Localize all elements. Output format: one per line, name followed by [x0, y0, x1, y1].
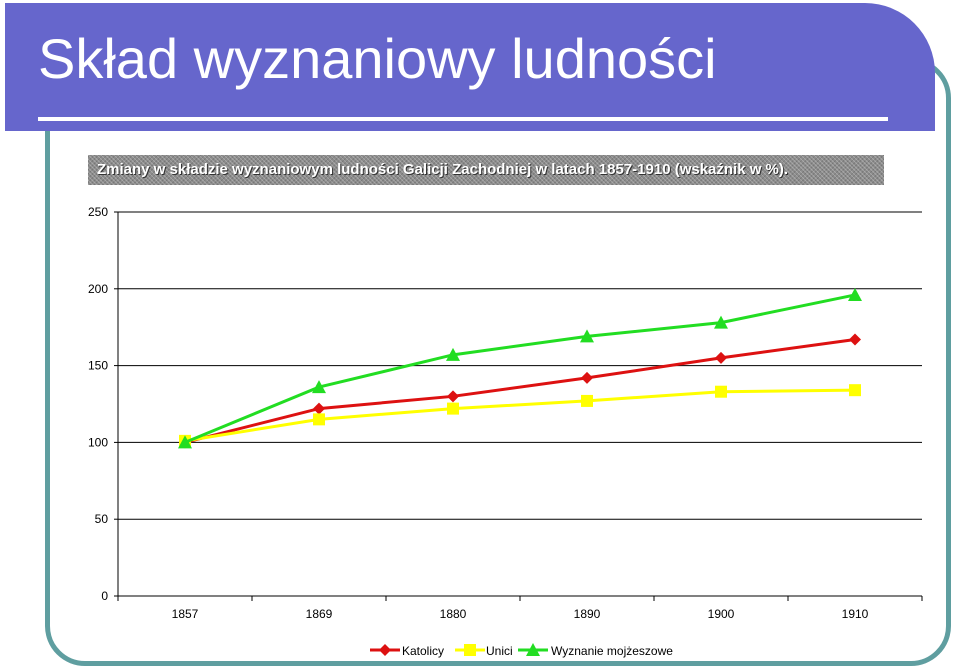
- legend-item: Unici: [455, 644, 513, 658]
- x-tick-label: 1857: [172, 607, 199, 621]
- x-tick-label: 1890: [574, 607, 601, 621]
- y-tick-label: 200: [88, 282, 108, 296]
- y-tick-label: 0: [101, 589, 108, 603]
- chart-subtitle: Zmiany w składzie wyznaniowym ludności G…: [97, 161, 789, 178]
- series-square: [179, 384, 861, 447]
- legend: Katolicy Unici Wyznanie mojżeszowe: [370, 643, 673, 658]
- data-point: [447, 390, 459, 403]
- x-tick-label: 1880: [440, 607, 467, 621]
- legend-swatch-marker: [379, 644, 391, 656]
- grid-layer: [118, 211, 922, 520]
- data-point: [312, 380, 326, 394]
- legend-label: Unici: [486, 644, 513, 658]
- data-point: [446, 347, 460, 361]
- data-point: [580, 329, 594, 343]
- data-point: [581, 394, 593, 407]
- legend-swatch-marker: [464, 644, 476, 656]
- y-tick-label: 250: [88, 205, 108, 219]
- data-point: [849, 333, 861, 346]
- data-point: [848, 287, 862, 301]
- data-point: [581, 371, 593, 384]
- series-line: [184, 293, 856, 444]
- y-tick-label: 150: [88, 359, 108, 373]
- data-point: [447, 402, 459, 415]
- legend-item: Katolicy: [370, 644, 444, 658]
- axis-layer: 0 50 100 150 200 250 1857 1869 1880 1890 1900 1910: [88, 205, 923, 621]
- data-point: [313, 402, 325, 415]
- y-tick-label: 50: [95, 512, 109, 526]
- x-tick-label: 1869: [306, 607, 333, 621]
- title-bar: [5, 3, 935, 131]
- series-line: [184, 338, 856, 444]
- data-point: [849, 384, 861, 397]
- series-layer: [178, 287, 862, 449]
- data-point: [715, 351, 727, 364]
- series-line: [184, 388, 856, 443]
- legend-label: Katolicy: [402, 644, 444, 658]
- slide-title: Skład wyznaniowy ludności: [38, 27, 717, 90]
- data-point: [714, 315, 728, 329]
- legend-swatch-marker: [526, 643, 540, 656]
- x-tick-label: 1910: [842, 607, 869, 621]
- x-tick-label: 1900: [708, 607, 735, 621]
- data-point: [178, 435, 192, 449]
- title-underline: [38, 117, 888, 121]
- subtitle-box: [88, 155, 884, 185]
- data-point: [313, 413, 325, 426]
- legend-item: Wyznanie mojżeszowe: [518, 643, 673, 658]
- legend-label: Wyznanie mojżeszowe: [551, 644, 673, 658]
- series-triangle: [178, 287, 862, 449]
- data-point: [715, 385, 727, 398]
- y-tick-label: 100: [88, 435, 108, 449]
